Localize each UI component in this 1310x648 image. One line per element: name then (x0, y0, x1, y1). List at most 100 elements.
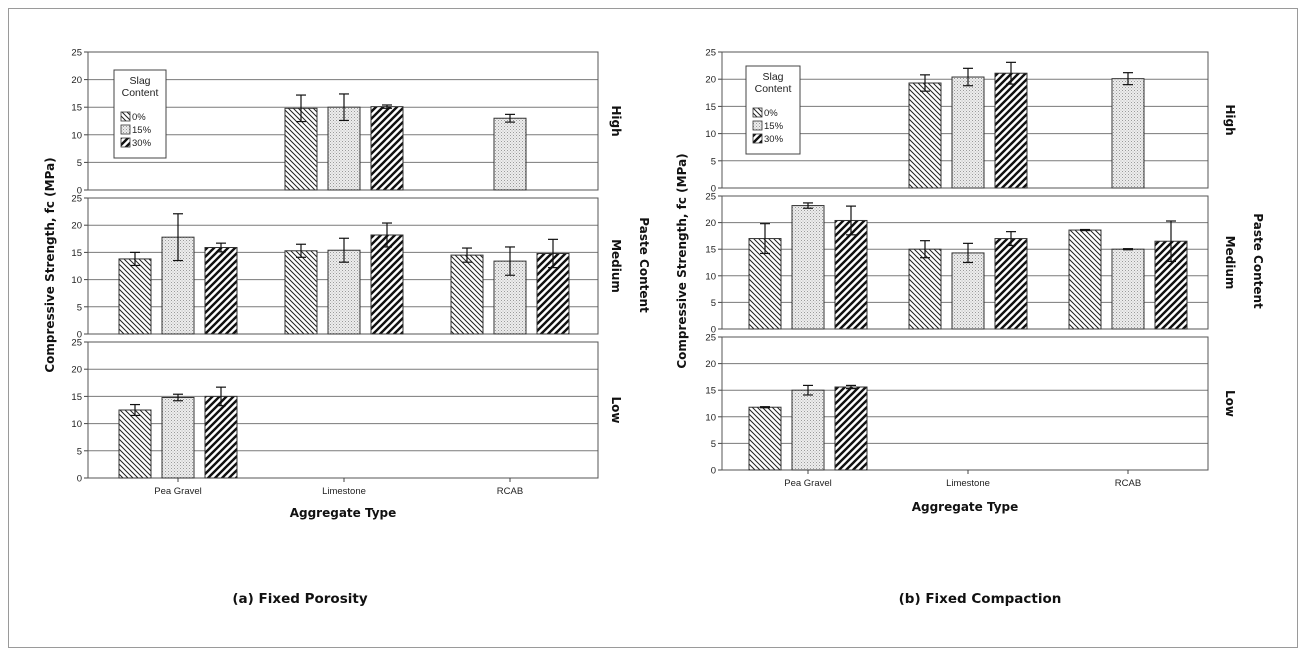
y-tick-label: 10 (705, 412, 716, 423)
y-tick-label: 5 (77, 158, 82, 169)
legend-entry: 0% (764, 108, 778, 119)
x-tick-label: Limestone (322, 486, 366, 497)
bar (493, 117, 527, 191)
y-tick-label: 10 (705, 271, 716, 282)
y-tick-label: 0 (77, 474, 82, 485)
facet-title: Paste Content (637, 217, 651, 313)
chart-fixed-compaction: 0 5 10 15 20 25 High 0 5 10 15 20 25 Medium 0 5 10 15 20 25… (675, 48, 1265, 515)
panel-label-high: High (1223, 104, 1237, 135)
bar (908, 82, 942, 189)
legend-entry: 0% (132, 112, 146, 123)
y-tick-label: 10 (71, 130, 82, 141)
bar (994, 238, 1028, 330)
legend-entry: 15% (132, 125, 152, 136)
legend-swatch (752, 107, 763, 118)
bar (951, 76, 985, 189)
y-tick-label: 10 (71, 275, 82, 286)
panel-frame (721, 336, 1209, 471)
bar (284, 107, 318, 191)
bar (204, 395, 238, 479)
x-axis-title: Aggregate Type (290, 506, 397, 520)
caption-fixed-compaction: (b) Fixed Compaction (898, 591, 1062, 607)
bar (951, 252, 985, 330)
x-axis-title: Aggregate Type (912, 500, 1019, 514)
panel-low: 0 5 10 15 20 25 Low (71, 338, 623, 485)
y-tick-label: 25 (71, 338, 82, 349)
x-tick-label: Pea Gravel (784, 478, 832, 489)
y-tick-label: 5 (77, 302, 82, 313)
bar (834, 219, 868, 330)
panel-label-medium: Medium (1223, 236, 1237, 290)
y-tick-label: 0 (77, 186, 82, 197)
legend-title: Content (122, 87, 159, 99)
bar (204, 247, 238, 335)
bar (1111, 248, 1145, 330)
legend-swatch (120, 111, 131, 122)
bar (327, 106, 361, 191)
y-tick-label: 5 (711, 439, 716, 450)
y-axis-title: Compressive Strength, fc (MPa) (675, 153, 689, 368)
y-tick-label: 20 (705, 75, 716, 86)
y-tick-label: 0 (711, 325, 716, 336)
y-tick-label: 15 (705, 245, 716, 256)
legend-entry: 15% (764, 121, 784, 132)
y-tick-label: 15 (705, 102, 716, 113)
bar (748, 406, 782, 471)
bar (161, 396, 195, 479)
y-tick-label: 25 (705, 48, 716, 59)
panel-label-high: High (609, 105, 623, 136)
figure-canvas: 0 5 10 15 20 25 High 0 5 10 15 20 25 Medium 0 5 10 15 20 25… (43, 48, 1265, 521)
x-tick-label: Pea Gravel (154, 486, 202, 497)
y-tick-label: 20 (71, 365, 82, 376)
legend-swatch (752, 133, 763, 144)
y-tick-label: 15 (705, 386, 716, 397)
x-tick-label: RCAB (497, 486, 523, 497)
bar (118, 258, 152, 335)
panel-medium: 0 5 10 15 20 25 Medium (705, 192, 1237, 336)
panel-frame (87, 341, 599, 479)
y-tick-label: 15 (71, 103, 82, 114)
bar (908, 248, 942, 330)
y-tick-label: 0 (77, 330, 82, 341)
panel-label-low: Low (609, 397, 623, 424)
bar (834, 386, 868, 471)
caption-fixed-porosity: (a) Fixed Porosity (232, 591, 368, 607)
legend-title: Slag (762, 71, 783, 83)
legend-title: Slag (129, 75, 150, 87)
panel-medium: 0 5 10 15 20 25 Medium (71, 194, 623, 341)
y-tick-label: 20 (705, 359, 716, 370)
y-tick-label: 5 (711, 156, 716, 167)
legend-swatch (752, 120, 763, 131)
legend-swatch (120, 124, 131, 135)
bar (450, 254, 484, 335)
y-tick-label: 20 (71, 221, 82, 232)
bar (1068, 229, 1102, 330)
bar (370, 106, 404, 191)
x-tick-label: Limestone (946, 478, 990, 489)
x-tick-label: RCAB (1115, 478, 1141, 489)
bar (327, 249, 361, 335)
y-tick-label: 15 (71, 248, 82, 259)
bar (118, 409, 152, 479)
y-tick-label: 15 (71, 392, 82, 403)
facet-title: Paste Content (1251, 213, 1265, 309)
y-tick-label: 0 (711, 184, 716, 195)
panel-label-low: Low (1223, 390, 1237, 417)
panel-low: 0 5 10 15 20 25 Low (705, 333, 1237, 477)
bar (791, 389, 825, 471)
y-tick-label: 25 (71, 48, 82, 59)
panel-high: 0 5 10 15 20 25 High (705, 48, 1237, 195)
legend-entry: 30% (132, 138, 152, 149)
y-tick-label: 25 (705, 192, 716, 203)
bar (284, 250, 318, 335)
y-tick-label: 25 (705, 333, 716, 344)
panel-label-medium: Medium (609, 239, 623, 293)
y-tick-label: 5 (77, 446, 82, 457)
panel-high: 0 5 10 15 20 25 High (71, 48, 623, 197)
bar (791, 205, 825, 330)
y-tick-label: 20 (71, 75, 82, 86)
bar (370, 234, 404, 335)
y-tick-label: 10 (705, 129, 716, 140)
